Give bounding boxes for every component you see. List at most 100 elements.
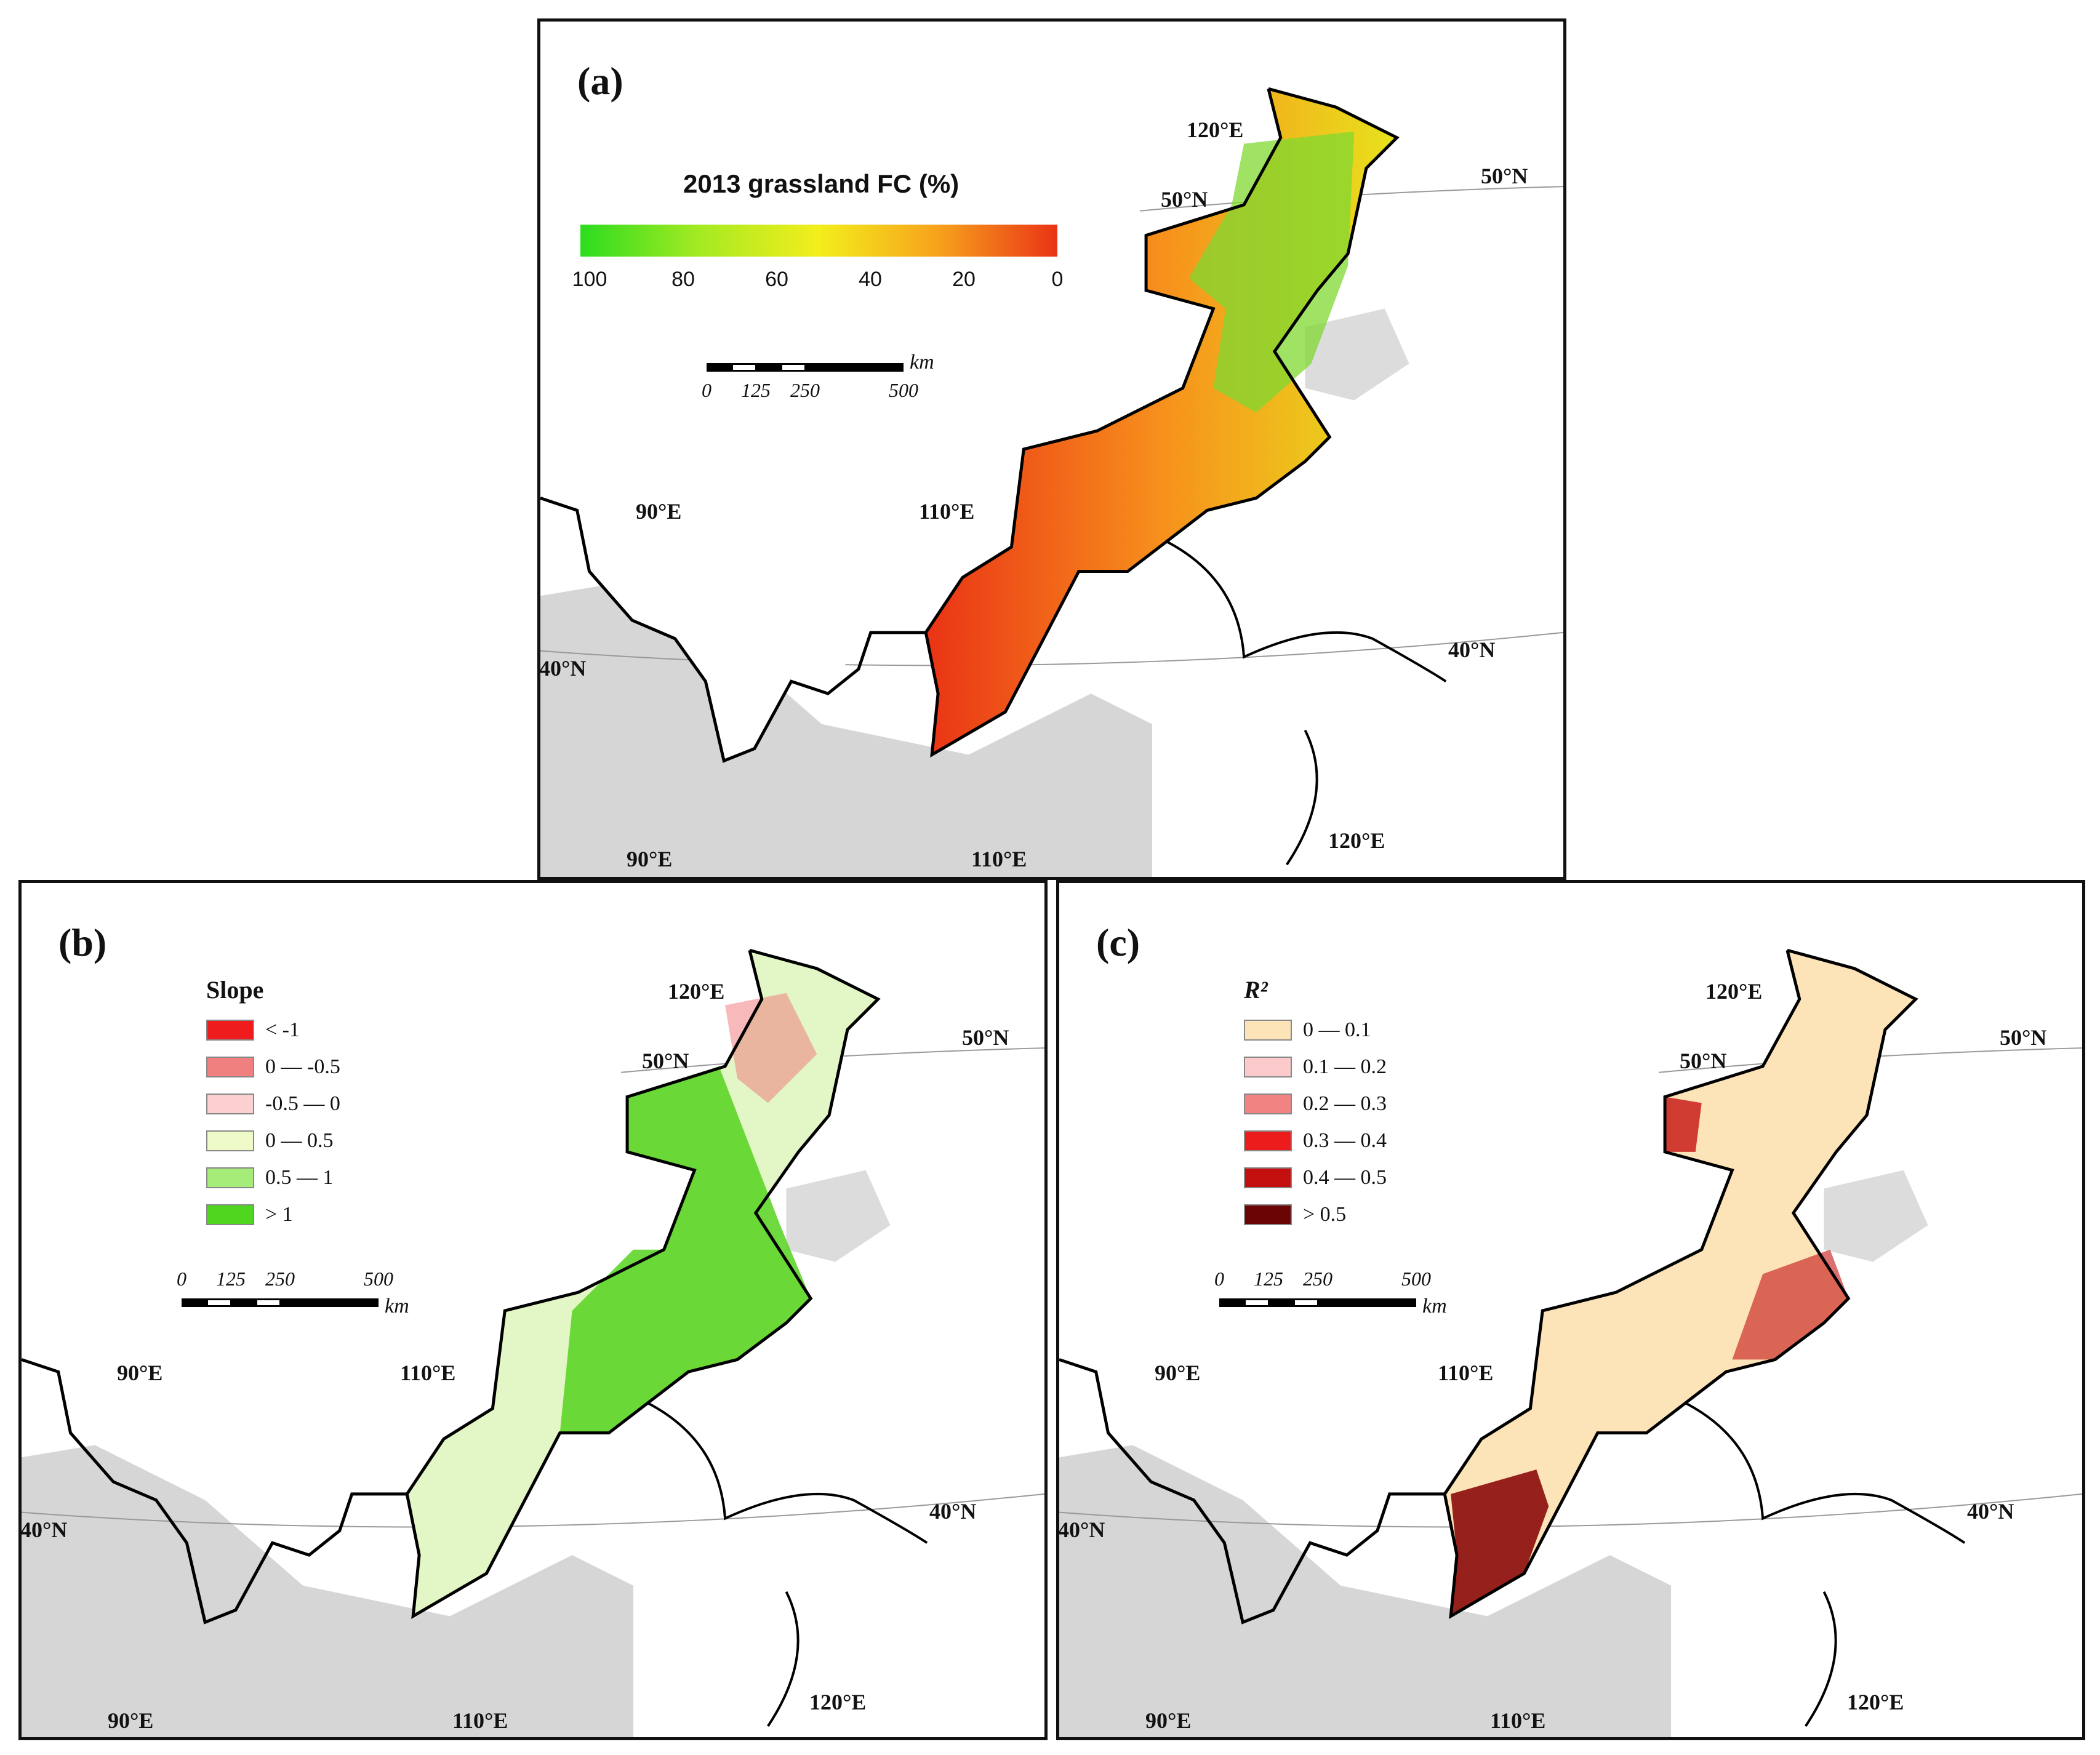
lon-label: 90°E xyxy=(108,1708,154,1733)
lon-label: 110°E xyxy=(1490,1708,1546,1733)
legend-label: 0 — 0.5 xyxy=(265,1129,334,1152)
legend-item: -0.5 — 0 xyxy=(206,1085,340,1122)
lat-label: 40°N xyxy=(539,656,587,681)
region-slope-green xyxy=(559,1066,811,1433)
lon-label: 90°E xyxy=(627,847,673,871)
legend-swatch xyxy=(1244,1130,1292,1151)
scale-label: 500 xyxy=(889,379,918,401)
legend-swatch xyxy=(206,1057,254,1077)
lon-label: 110°E xyxy=(919,499,975,524)
lat-label: 40°N xyxy=(929,1499,977,1524)
legend-swatch xyxy=(206,1093,254,1114)
neighbor-boundary xyxy=(633,1395,928,1544)
lon-label: 110°E xyxy=(971,847,1027,871)
legend-item: 0 — 0.5 xyxy=(206,1122,340,1159)
panel-b-slope-map: (b) Slope < -1 0 — -0.5 -0.5 — 0 0 — 0.5… xyxy=(18,880,1048,1740)
terrain-shading xyxy=(22,1445,634,1737)
colorbar-tick: 80 xyxy=(671,268,695,291)
terrain-shading-east xyxy=(1305,308,1409,401)
panel-label: (c) xyxy=(1096,921,1140,964)
legend-swatch xyxy=(1244,1057,1292,1077)
legend-swatch xyxy=(1244,1093,1292,1114)
legend-label: > 1 xyxy=(265,1203,293,1226)
region-boundary xyxy=(22,949,764,1625)
scale-label: 0 xyxy=(1214,1268,1224,1290)
scale-label: 500 xyxy=(1401,1268,1431,1290)
colorbar-tick: 20 xyxy=(952,268,976,291)
panel-label: (a) xyxy=(577,59,623,103)
region-western-wing xyxy=(540,492,926,761)
lon-label: 120°E xyxy=(1328,828,1385,853)
legend-swatch xyxy=(206,1204,254,1225)
terrain-shading xyxy=(1059,1445,1672,1737)
scale-label: 500 xyxy=(364,1268,393,1290)
lat-label: 50°N xyxy=(1481,164,1528,188)
neighbor-boundary xyxy=(1670,1395,1966,1544)
region-r2-red xyxy=(1732,1249,1849,1360)
lon-label: 110°E xyxy=(1438,1361,1494,1385)
legend-swatch xyxy=(1244,1204,1292,1225)
scale-label: 125 xyxy=(216,1268,246,1290)
terrain-shading-east xyxy=(1824,1170,1928,1262)
region-r2-dark xyxy=(1451,1469,1549,1617)
panel-label: (b) xyxy=(58,921,107,964)
lon-label: 90°E xyxy=(1155,1361,1201,1385)
legend-label: 0.4 — 0.5 xyxy=(1303,1166,1387,1189)
lat-label: 40°N xyxy=(1967,1499,2014,1524)
legend-label: 0.2 — 0.3 xyxy=(1303,1092,1387,1115)
legend-item: 0.2 — 0.3 xyxy=(1244,1085,1387,1122)
region-r2-red xyxy=(1665,1097,1702,1152)
legend-item: > 1 xyxy=(206,1196,340,1233)
lon-label: 120°E xyxy=(1705,979,1763,1004)
lat-label: 50°N xyxy=(2000,1025,2047,1050)
lat-label: 40°N xyxy=(1448,638,1496,662)
legend-title: Slope xyxy=(206,976,264,1004)
panel-a-fc-map: (a) 2013 grassland FC (%) 100 80 60 40 2… xyxy=(537,18,1566,880)
colorbar-title: 2013 grassland FC (%) xyxy=(683,169,960,198)
lon-label: 90°E xyxy=(636,499,682,524)
scale-label: 0 xyxy=(177,1268,186,1290)
legend-item: < -1 xyxy=(206,1012,340,1049)
legend-item: > 0.5 xyxy=(1244,1196,1387,1233)
map-canvas xyxy=(540,87,1563,877)
panel-c-r2-map: (c) R² 0 — 0.1 0.1 — 0.2 0.2 — 0.3 0.3 —… xyxy=(1056,880,2085,1740)
legend-swatch xyxy=(206,1130,254,1151)
scale-label: 250 xyxy=(790,379,820,401)
legend-label: -0.5 — 0 xyxy=(265,1092,340,1115)
legend-label: 0 — -0.5 xyxy=(265,1055,340,1078)
neighbor-boundary xyxy=(1805,1591,1837,1727)
lat-label: 40°N xyxy=(20,1517,68,1542)
legend-item: 0.3 — 0.4 xyxy=(1244,1122,1387,1159)
legend-swatch xyxy=(206,1020,254,1041)
legend-item: 0 — -0.5 xyxy=(206,1049,340,1085)
legend-item: 0.1 — 0.2 xyxy=(1244,1049,1387,1085)
legend-label: 0 — 0.1 xyxy=(1303,1018,1371,1041)
region-boundary xyxy=(405,948,881,1620)
lat-label: 50°N xyxy=(1680,1049,1727,1073)
scale-label: 125 xyxy=(741,379,771,401)
neighbor-boundary xyxy=(1152,534,1447,682)
legend-item: 0 — 0.1 xyxy=(1244,1012,1387,1049)
colorbar-tick: 40 xyxy=(859,268,882,291)
scale-label: 125 xyxy=(1254,1268,1283,1290)
lon-label: 110°E xyxy=(452,1708,508,1733)
map-canvas xyxy=(1059,948,2082,1737)
scale-label: 0 xyxy=(702,379,711,401)
region-r2-fill xyxy=(1445,950,1916,1617)
legend-swatch xyxy=(1244,1020,1292,1041)
colorbar-tick: 0 xyxy=(1051,268,1064,291)
legend: R² 0 — 0.1 0.1 — 0.2 0.2 — 0.3 0.3 — 0.4… xyxy=(1244,975,1387,1233)
scale-label: 250 xyxy=(265,1268,295,1290)
terrain-shading-east xyxy=(786,1170,891,1262)
region-boundary xyxy=(1443,948,1918,1620)
legend-label: 0.5 — 1 xyxy=(265,1166,334,1189)
scale-label: 250 xyxy=(1303,1268,1333,1290)
lon-label: 90°E xyxy=(117,1361,163,1385)
legend-label: < -1 xyxy=(265,1018,300,1041)
lon-label: 120°E xyxy=(1847,1690,1904,1714)
colorbar xyxy=(580,225,1057,257)
lon-label: 120°E xyxy=(1187,118,1244,142)
legend-title: R² xyxy=(1244,976,1268,1004)
lon-label: 120°E xyxy=(668,979,725,1004)
neighbor-boundary xyxy=(767,1591,800,1727)
